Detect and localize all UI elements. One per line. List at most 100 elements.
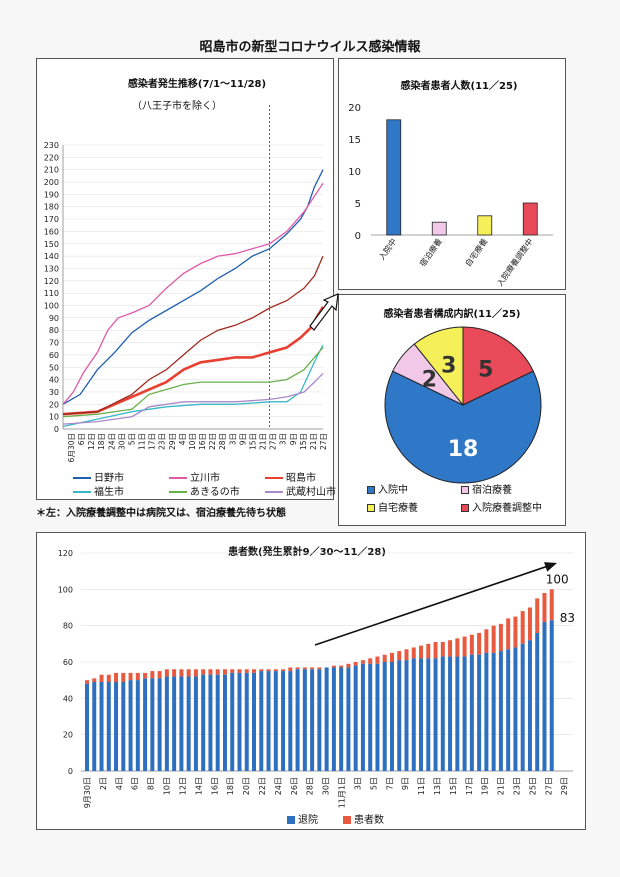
bar-discharged [513, 647, 518, 771]
trend-arrow [544, 562, 557, 572]
end-label-total: 100 [546, 572, 569, 586]
y-tick-label: 90 [49, 314, 59, 323]
bar-discharged [520, 643, 525, 771]
x-tick-label: 21日 [309, 433, 318, 450]
legend-swatch [367, 486, 375, 494]
x-tick-label: 4日 [178, 433, 187, 445]
x-tick-label: 15日 [449, 777, 458, 795]
x-tick-label: 5日 [369, 777, 378, 790]
bar-patients [448, 640, 453, 657]
x-tick-label: 21日 [497, 777, 506, 795]
y-tick-label: 40 [49, 376, 59, 385]
x-tick-label: 15日 [299, 433, 308, 450]
bar-patients [411, 647, 416, 659]
legend-label: 日野市 [94, 473, 124, 484]
bar-2 [477, 215, 493, 236]
bar-patients [469, 634, 474, 655]
y-tick-label: 40 [63, 694, 73, 703]
bar-patients [143, 672, 148, 679]
bar-discharged [201, 674, 206, 771]
y-tick-label: 5 [355, 199, 361, 210]
patients-chart-legend: 退院 患者数 [37, 811, 585, 829]
bar-patients [484, 629, 489, 653]
bar-patients [302, 667, 307, 670]
bar-discharged [535, 632, 540, 771]
page-title: 昭島市の新型コロナウイルス感染情報 [199, 40, 421, 55]
x-tick-label: 12日 [87, 433, 96, 450]
bar-discharged [317, 669, 322, 771]
x-tick-label: 11日 [417, 777, 426, 795]
y-tick-label: 150 [44, 240, 59, 249]
legend-swatch [73, 491, 91, 493]
x-tick-label: 15日 [248, 433, 257, 450]
bar-patients [106, 674, 111, 682]
end-label-discharged: 83 [560, 611, 575, 625]
bar-3 [522, 202, 538, 236]
bar-patients [266, 669, 271, 672]
bar-discharged [382, 662, 387, 771]
bar-patients [360, 660, 365, 664]
bar-discharged [462, 656, 467, 771]
bar-patients [346, 663, 351, 668]
y-tick-label: 0 [68, 767, 73, 776]
x-tick-label: 30日 [117, 433, 126, 450]
pie-slice-3 [462, 326, 534, 406]
x-tick-label: 27日 [319, 433, 328, 450]
bar-patients [404, 649, 409, 661]
pie-chart-panel: 感染者患者構成内訳(11／25) 5 18 2 3 入院中 宿泊療養 自宅療養 入院療養調整… [338, 294, 566, 526]
x-tick-label: 28日 [218, 433, 227, 450]
bar-patients [368, 658, 373, 664]
x-tick-label: 10日 [188, 433, 197, 450]
bar-discharged [469, 654, 474, 771]
y-tick-label: 70 [49, 339, 59, 348]
bar-patients [259, 669, 264, 672]
x-tick-label: 9日 [289, 433, 298, 445]
status-bar-chart: 感染者患者人数(11／25) 0 5 10 15 20 入院中 宿泊療養 自宅療養 入院療養調… [348, 79, 553, 288]
bar-discharged [179, 676, 184, 771]
bar-discharged [498, 651, 503, 771]
x-tick-label: 23日 [158, 433, 167, 450]
bar-patients [419, 645, 424, 659]
trend-arrow-line [314, 564, 550, 646]
bar-patients [542, 592, 547, 623]
bar-discharged [244, 672, 249, 771]
bar-discharged [215, 674, 220, 771]
legend-label: 入院療養調整中 [472, 503, 542, 514]
y-tick-label: 20 [63, 731, 73, 740]
bar-discharged [455, 656, 460, 771]
bar-discharged [273, 671, 278, 771]
x-tick-label: 13日 [433, 777, 442, 795]
y-tick-label: 120 [44, 277, 59, 286]
bar-discharged [150, 678, 155, 771]
bar-discharged [440, 656, 445, 771]
legend-swatch [461, 486, 469, 494]
bar-discharged [128, 680, 133, 771]
legend-label: あきるの市 [190, 487, 240, 498]
bar-patients [440, 642, 445, 657]
x-tick-label: 23日 [513, 777, 522, 795]
x-tick-label: 宿泊療養 [417, 236, 444, 268]
y-tick-label: 210 [44, 166, 59, 175]
bar-discharged [404, 660, 409, 771]
legend-swatch [343, 816, 351, 824]
x-tick-label: 5日 [127, 433, 136, 445]
bar-discharged [281, 671, 286, 771]
bar-discharged [310, 669, 315, 771]
y-tick-label: 140 [44, 252, 59, 261]
y-tick-label: 80 [49, 326, 59, 335]
bar-patients [339, 665, 344, 668]
bar-patients [477, 632, 482, 655]
x-tick-label: 7日 [385, 777, 394, 790]
bar-discharged [186, 676, 191, 771]
bar-patients [193, 669, 198, 677]
pie-chart: 感染者患者構成内訳(11／25) 5 18 23 [384, 307, 542, 484]
x-tick-label: 16日 [198, 433, 207, 450]
bar-discharged [135, 680, 140, 771]
y-tick-label: 220 [44, 153, 59, 162]
legend-swatch [73, 477, 91, 479]
bar-patients [164, 669, 169, 677]
legend-item-hino: 日野市 [73, 469, 124, 484]
y-tick-label: 50 [49, 363, 59, 372]
x-tick-label: 29日 [168, 433, 177, 450]
bar-patients [455, 638, 460, 657]
